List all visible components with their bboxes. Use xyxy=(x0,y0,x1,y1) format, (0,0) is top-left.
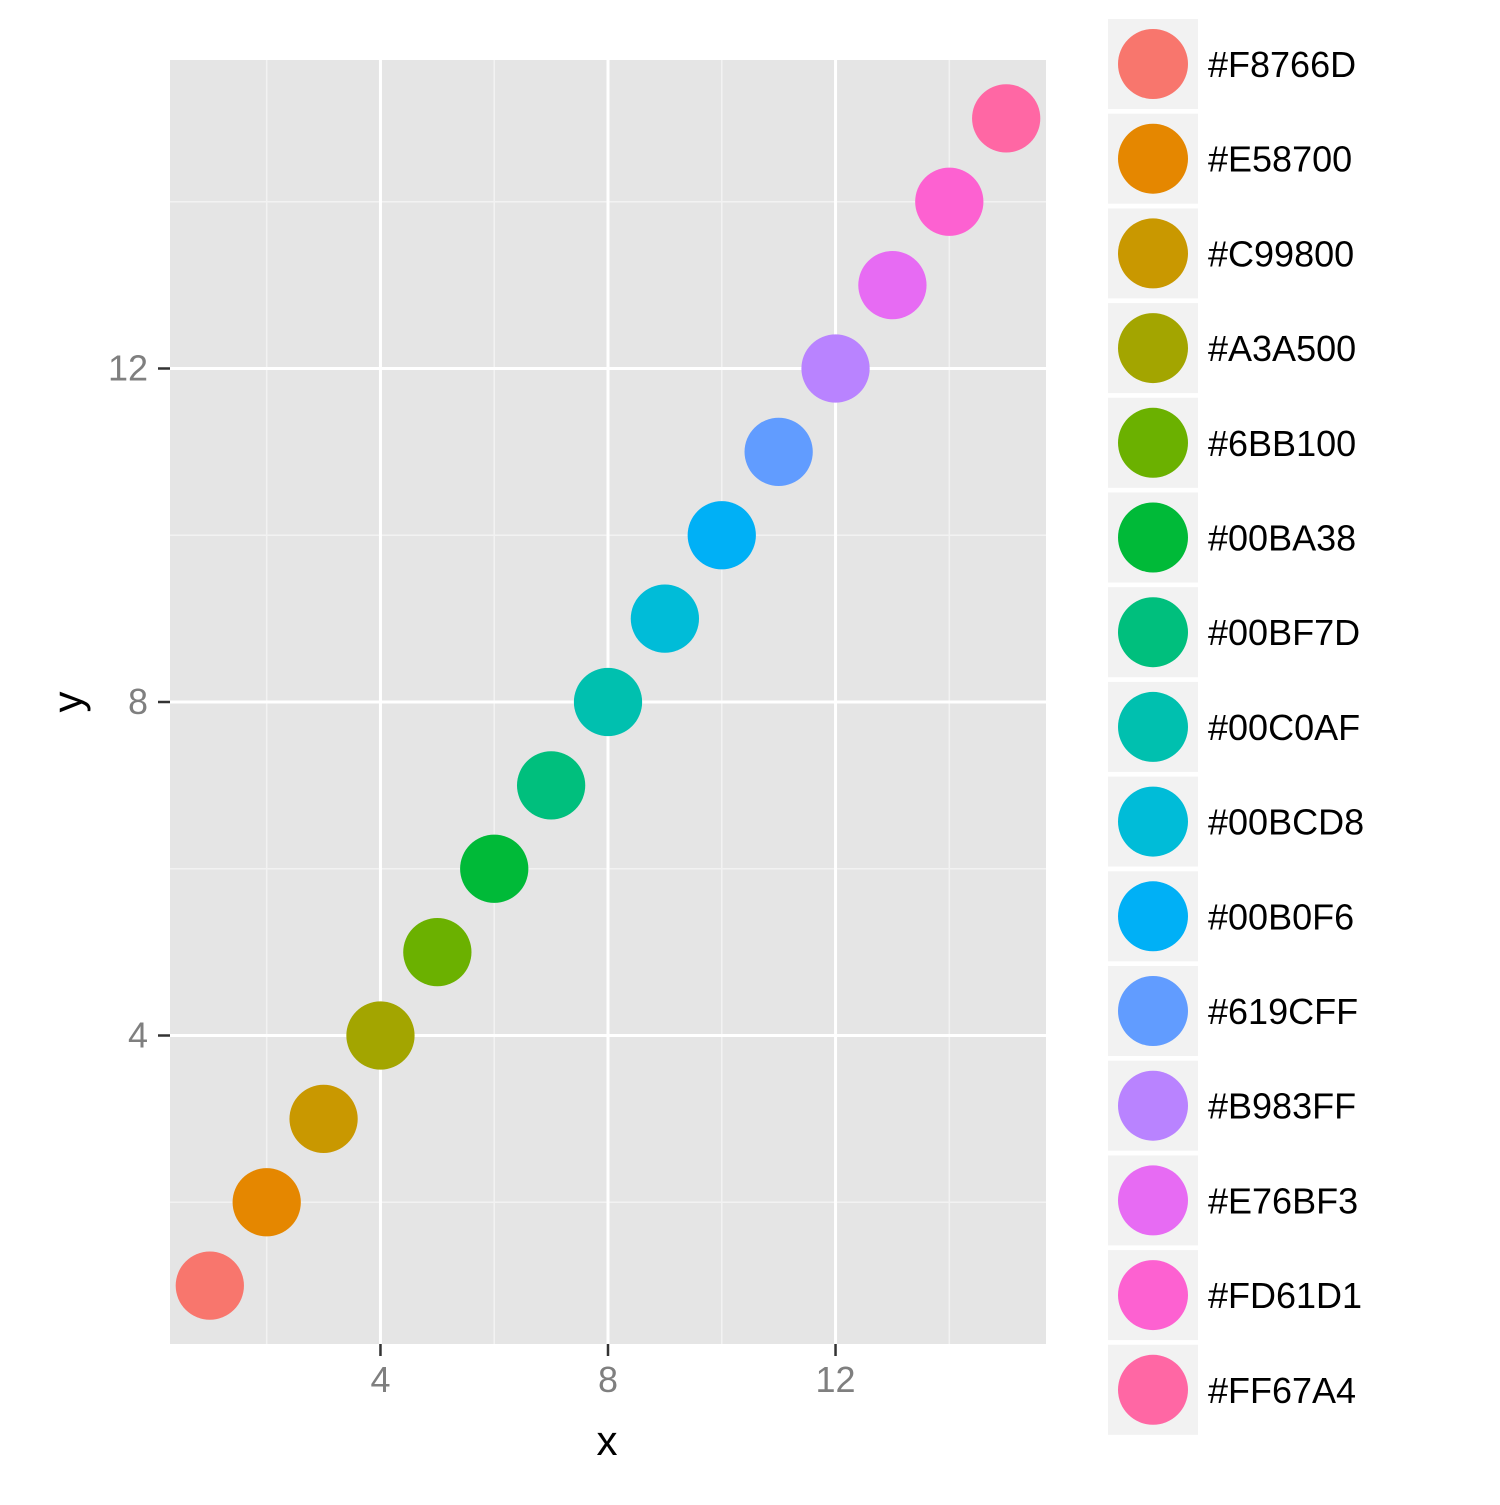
legend-swatch xyxy=(1118,1070,1188,1141)
legend-label: #FD61D1 xyxy=(1208,1275,1362,1316)
y-axis-title: y xyxy=(44,692,91,713)
legend: #F8766D #E58700 #C99800 #A3A500 #6BB100 #00BA… xyxy=(1108,19,1364,1435)
points xyxy=(175,84,1041,1320)
legend-label: #FF67A4 xyxy=(1208,1370,1356,1411)
legend-label: #E76BF3 xyxy=(1208,1180,1358,1221)
data-point xyxy=(460,834,529,903)
legend-swatch xyxy=(1118,1165,1188,1236)
legend-swatch xyxy=(1118,502,1188,573)
legend-label: #00C0AF xyxy=(1208,707,1360,748)
data-point xyxy=(630,584,700,653)
legend-label: #6BB100 xyxy=(1208,423,1356,464)
legend-label: #C99800 xyxy=(1208,233,1354,274)
legend-label: #B983FF xyxy=(1208,1086,1356,1127)
legend-swatch xyxy=(1118,1260,1188,1331)
legend-swatch xyxy=(1118,218,1188,289)
data-point xyxy=(687,501,756,570)
legend-label: #00B0F6 xyxy=(1208,896,1354,937)
legend-swatch xyxy=(1118,29,1188,99)
legend-swatch xyxy=(1118,123,1188,194)
data-point xyxy=(516,751,586,820)
data-point xyxy=(289,1084,358,1154)
legend-label: #619CFF xyxy=(1208,991,1358,1032)
y-tick-label: 8 xyxy=(128,681,148,722)
data-point xyxy=(175,1251,244,1320)
data-point xyxy=(346,1001,415,1070)
legend-label: #00BCD8 xyxy=(1208,802,1364,843)
legend-label: #A3A500 xyxy=(1208,328,1356,369)
axis-ticks: 4 8 12 4 8 12 xyxy=(108,347,856,1400)
data-point xyxy=(915,167,984,236)
legend-swatch xyxy=(1118,976,1188,1046)
data-point xyxy=(858,250,927,320)
legend-swatch xyxy=(1118,597,1188,668)
legend-label: #F8766D xyxy=(1208,44,1356,85)
legend-swatch xyxy=(1118,786,1188,857)
data-point xyxy=(972,84,1041,153)
legend-swatch xyxy=(1118,1354,1188,1425)
data-point xyxy=(744,417,813,486)
legend-label: #E58700 xyxy=(1208,139,1352,180)
legend-swatch xyxy=(1118,881,1188,952)
data-point xyxy=(573,667,643,737)
data-point xyxy=(403,918,472,987)
x-tick-label: 4 xyxy=(370,1359,390,1400)
legend-label: #00BF7D xyxy=(1208,612,1360,653)
legend-label: #00BA38 xyxy=(1208,518,1356,559)
y-tick-label: 4 xyxy=(128,1015,148,1056)
legend-swatch xyxy=(1118,407,1188,478)
legend-swatch xyxy=(1118,313,1188,384)
data-point xyxy=(232,1168,301,1237)
y-tick-label: 12 xyxy=(108,347,148,388)
x-tick-label: 12 xyxy=(816,1359,856,1400)
x-axis-title: x xyxy=(597,1417,618,1464)
data-point xyxy=(801,334,870,403)
legend-swatch xyxy=(1118,691,1188,762)
x-tick-label: 8 xyxy=(598,1359,618,1400)
